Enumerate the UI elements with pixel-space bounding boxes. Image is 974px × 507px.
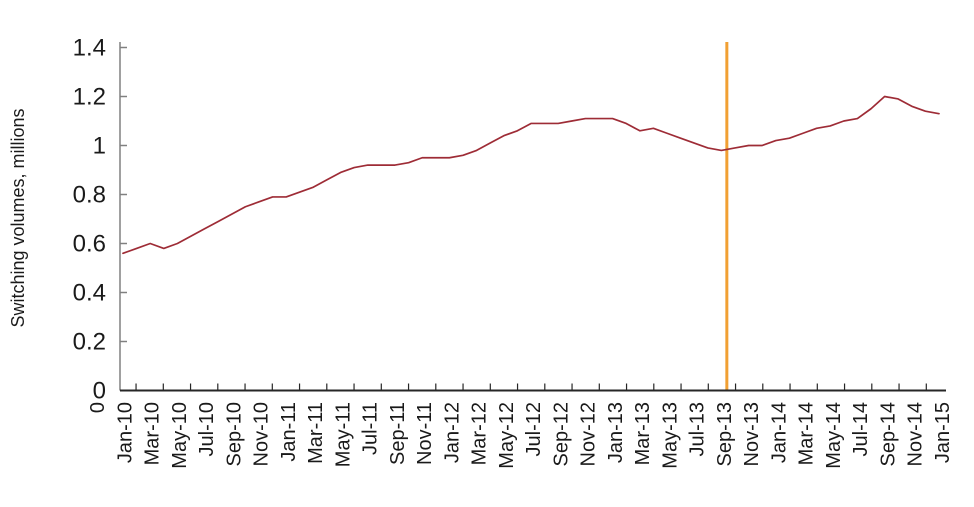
x-tick-label: Sep-12 bbox=[550, 402, 572, 467]
x-tick-label: Jul-10 bbox=[196, 402, 218, 456]
y-tick-label: 1.2 bbox=[73, 84, 106, 111]
x-tick-label: Nov-10 bbox=[251, 402, 273, 466]
x-tick-label: Nov-12 bbox=[578, 402, 600, 466]
y-axis-title: Switching volumes, millions bbox=[8, 108, 28, 327]
x-tick-label: Jan-13 bbox=[605, 402, 627, 463]
x-tick-label: May-12 bbox=[496, 402, 518, 469]
y-tick-label: 0.2 bbox=[73, 329, 106, 356]
x-tick-label: Mar-11 bbox=[305, 402, 327, 464]
x-tick-label: Jan-11 bbox=[278, 402, 300, 462]
x-tick-label: Jan-12 bbox=[441, 402, 463, 463]
x-tick-label: Jan-14 bbox=[768, 402, 790, 463]
x-tick-label: Nov-14 bbox=[905, 402, 927, 466]
x-tick-label: Jul-13 bbox=[687, 402, 709, 456]
x-tick-label: Sep-14 bbox=[877, 402, 899, 467]
x-tick-label: May-13 bbox=[659, 402, 681, 469]
x-tick-label: Jan-15 bbox=[932, 402, 954, 463]
y-tick-label: 0.6 bbox=[73, 231, 106, 258]
x-tick-label: Mar-14 bbox=[796, 402, 818, 465]
switching-volumes-series-line bbox=[122, 95, 940, 255]
x-tick-label: May-11 bbox=[332, 402, 354, 467]
x-tick-label: May-10 bbox=[169, 402, 191, 469]
x-tick-label: Sep-10 bbox=[223, 402, 245, 467]
x-tick-label: Mar-12 bbox=[469, 402, 491, 465]
x-tick-label: Nov-11 bbox=[414, 402, 436, 465]
x-tick-label: Mar-13 bbox=[632, 402, 654, 465]
x-tick-label: Jul-11 bbox=[360, 402, 382, 455]
y-tick-label: 1.4 bbox=[73, 35, 106, 62]
x-tick-label: May-14 bbox=[823, 402, 845, 469]
x-tick-label: Jul-12 bbox=[523, 402, 545, 456]
y-tick-label: 0.4 bbox=[73, 280, 106, 307]
x-tick-label: Mar-10 bbox=[142, 402, 164, 465]
x-tick-label: Nov-13 bbox=[741, 402, 763, 466]
y-tick-label: 1 bbox=[93, 133, 106, 160]
x-tick-label: Sep-13 bbox=[714, 402, 736, 467]
y-tick-label: 0.8 bbox=[73, 182, 106, 209]
x-tick-label: Jul-14 bbox=[850, 402, 872, 456]
x-tick-label: Jan-10 bbox=[114, 402, 136, 463]
x-axis-origin-label: 0 bbox=[87, 402, 109, 413]
x-tick-label: Sep-11 bbox=[387, 402, 409, 465]
y-tick-label: 0 bbox=[93, 378, 106, 405]
